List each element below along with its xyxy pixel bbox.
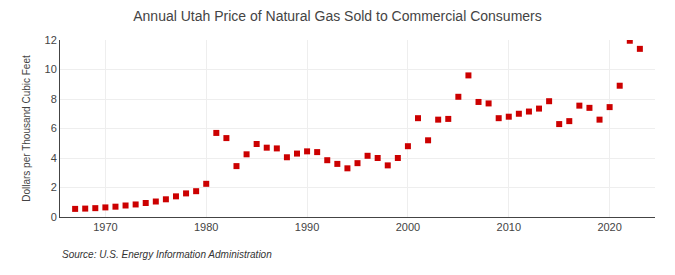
svg-text:Source: U.S. Energy Informatio: Source: U.S. Energy Information Administ…: [62, 249, 272, 260]
svg-text:2020: 2020: [597, 221, 621, 233]
svg-text:4: 4: [51, 152, 57, 164]
svg-text:Annual Utah Price of Natural G: Annual Utah Price of Natural Gas Sold to…: [133, 8, 542, 24]
svg-text:6: 6: [51, 122, 57, 134]
svg-text:2000: 2000: [396, 221, 420, 233]
svg-text:1980: 1980: [194, 221, 218, 233]
svg-text:10: 10: [45, 63, 57, 75]
svg-text:12: 12: [45, 34, 57, 46]
svg-text:8: 8: [51, 93, 57, 105]
svg-text:Dollars per Thousand Cubic Fee: Dollars per Thousand Cubic Feet: [21, 55, 32, 202]
svg-text:1990: 1990: [295, 221, 319, 233]
svg-text:2: 2: [51, 181, 57, 193]
svg-text:0: 0: [51, 211, 57, 223]
svg-text:2010: 2010: [497, 221, 521, 233]
svg-text:1970: 1970: [93, 221, 117, 233]
